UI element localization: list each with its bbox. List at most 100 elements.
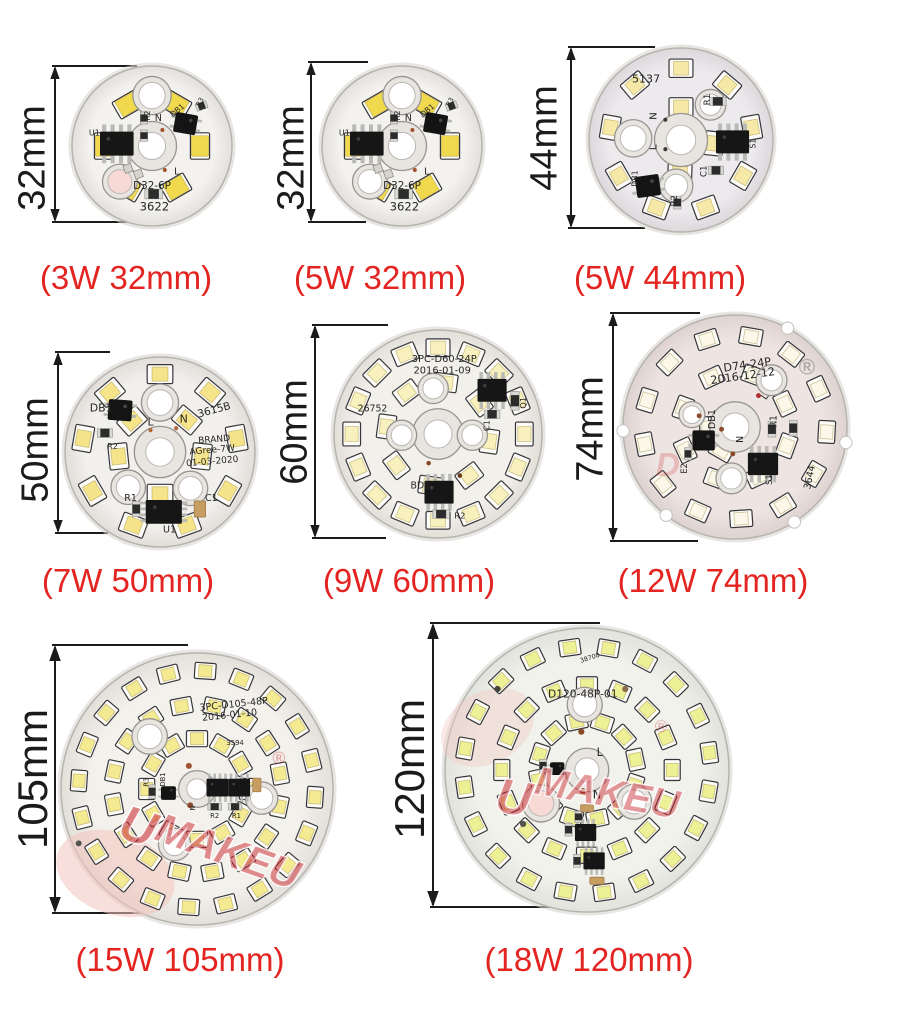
led-chip [484,480,514,510]
led-chip [769,492,798,519]
led-chip [634,696,661,723]
led-chip [738,325,764,348]
silkscreen-text: Q1 [518,397,528,409]
solder-dot [174,426,179,431]
caption-7w-50mm: (7W 50mm) [41,562,215,599]
res-component [207,802,222,811]
pad-component [132,168,145,180]
dimension-arrow-5w-32mm [306,61,368,223]
caption-3w-32mm: (3W 32mm) [39,259,213,296]
ic-chip [583,847,605,875]
mount-hole [101,163,138,200]
watermark-text: D [656,447,680,484]
led-chip [71,423,96,454]
led-chip [662,671,689,698]
led-chip [362,358,392,388]
led-chip [193,661,217,681]
solder-dot [410,128,415,132]
led-chip [592,882,617,903]
solder-dot [719,426,725,432]
silkscreen-text: 3594 [226,739,243,747]
caption-5w-32mm: (5W 32mm) [293,259,467,296]
res-component [684,447,692,461]
led-chip [668,97,694,117]
silkscreen-text: L [759,391,771,402]
led-chip [212,475,243,507]
led-chip [167,861,192,882]
silkscreen-text: 01-03-2020 [186,455,239,470]
mount-hole [566,686,603,723]
mount-hole [755,364,788,397]
silkscreen-text: R2 [143,110,152,120]
led-chip [456,341,486,368]
solder-dot [756,393,761,399]
pad-component [372,162,384,175]
silkscreen-text: DB1 [159,772,167,786]
silkscreen-text: R2 [393,110,402,120]
silkscreen-text: L [597,745,604,759]
silkscreen-text: DB1 [90,401,113,414]
silkscreen-text: S1 [748,139,757,149]
silkscreen-text: 3622 [390,199,420,213]
led-chip [455,736,476,761]
led-chip [224,423,249,454]
mount-hole [172,470,209,507]
led-chip [189,132,211,160]
led-chip [439,132,461,160]
led-chip [635,386,659,414]
led-chip [690,194,721,221]
led-chip [274,851,301,879]
ic-chip [140,499,188,524]
led-chip [515,866,543,892]
silkscreen-text: U1 [89,129,100,138]
silkscreen-text: D32-6P [133,180,171,192]
res-component [148,784,156,799]
ic-chip [747,446,779,483]
center-hole [412,408,464,460]
led-chip [425,338,451,358]
silkscreen-text: R2 [454,511,465,521]
cap-component [589,876,605,885]
led-chip [255,729,281,757]
res-component [573,854,581,868]
led-chip [606,837,633,861]
led-chip [295,820,319,847]
mount-hole [110,469,147,506]
led-chip [158,733,186,758]
led-chip [698,779,719,804]
led-chip [253,823,280,851]
res-component [767,421,777,438]
led-chip [159,172,193,203]
solder-dot [185,762,192,769]
led-chip [228,667,255,691]
res-component [96,428,113,438]
solder-dot [663,117,668,122]
dimension-label-5w-32mm: 32mm [270,105,313,211]
center-hole [126,120,178,172]
res-component [194,100,209,112]
silkscreen-text: D120-48P-01 [548,688,617,701]
led-chip [146,363,174,385]
led-chip [625,747,646,772]
silkscreen-text: R1 [232,812,241,820]
res-component [444,100,459,112]
silkscreen-text: 3644 [802,464,818,490]
solder-dot [187,802,194,809]
dimension-arrow-3w-32mm [50,65,137,223]
bridge-rectifier [688,430,720,451]
led-chip [654,789,678,816]
solder-dot [730,451,736,457]
dimension-label-18w-120mm: 120mm [386,698,433,840]
led-chip [104,759,125,784]
led-chip [686,702,710,729]
bridge-rectifier [419,112,453,136]
solder-dot [412,168,417,172]
mount-hole [132,75,172,116]
led-chip [668,58,694,79]
res-component [390,111,398,125]
led-chip [659,845,686,872]
